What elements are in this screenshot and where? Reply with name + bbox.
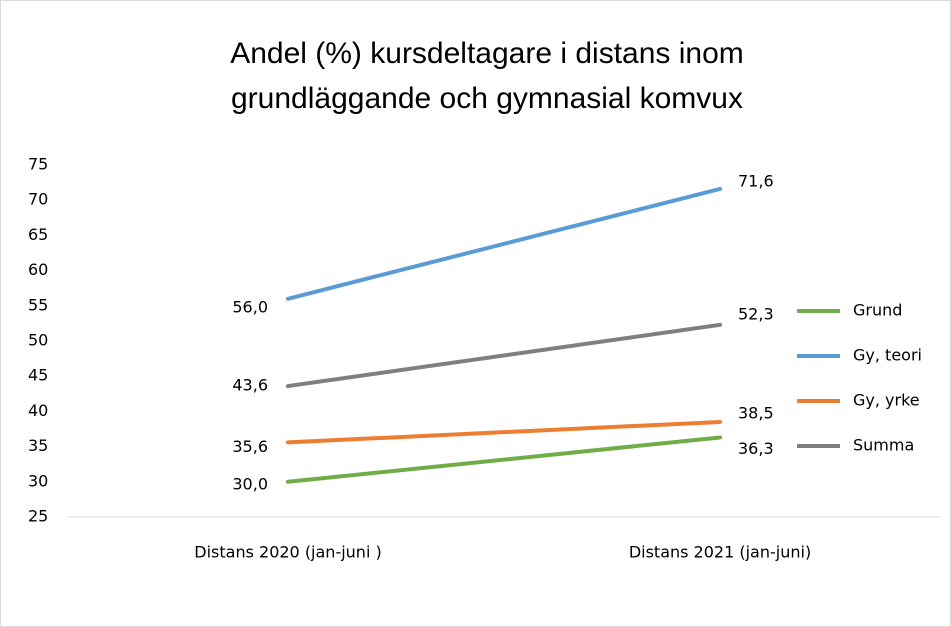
chart-title: Andel (%) kursdeltagare i distans inom (230, 37, 744, 70)
legend-label: Gy, teori (853, 346, 922, 365)
line (286, 186, 722, 301)
y-tick-label: 60 (28, 260, 48, 279)
y-tick-label: 55 (28, 295, 48, 314)
line (286, 435, 722, 484)
y-tick-label: 45 (28, 366, 48, 385)
data-label: 52,3 (738, 304, 774, 323)
line (286, 322, 722, 389)
y-tick-label: 70 (28, 190, 48, 209)
data-label: 35,6 (232, 437, 268, 456)
data-label: 38,5 (738, 403, 774, 422)
y-tick-label: 50 (28, 331, 48, 350)
data-label: 30,0 (232, 474, 268, 493)
chart-title: grundläggande och gymnasial komvux (231, 82, 743, 115)
data-label: 56,0 (232, 297, 268, 316)
y-tick-label: 40 (28, 401, 48, 420)
legend-label: Summa (853, 436, 914, 455)
y-tick-label: 25 (28, 507, 48, 526)
x-tick-label: Distans 2020 (jan-juni ) (194, 543, 381, 562)
legend-label: Grund (853, 301, 902, 320)
data-label: 71,6 (738, 171, 774, 190)
y-tick-label: 35 (28, 436, 48, 455)
line (286, 419, 722, 445)
y-tick-label: 30 (28, 471, 48, 490)
data-label: 43,6 (232, 376, 268, 395)
legend-label: Gy, yrke (853, 391, 920, 410)
data-label: 36,3 (738, 439, 774, 458)
y-tick-label: 75 (28, 155, 48, 174)
x-tick-label: Distans 2021 (jan-juni) (629, 543, 811, 562)
y-tick-label: 65 (28, 225, 48, 244)
